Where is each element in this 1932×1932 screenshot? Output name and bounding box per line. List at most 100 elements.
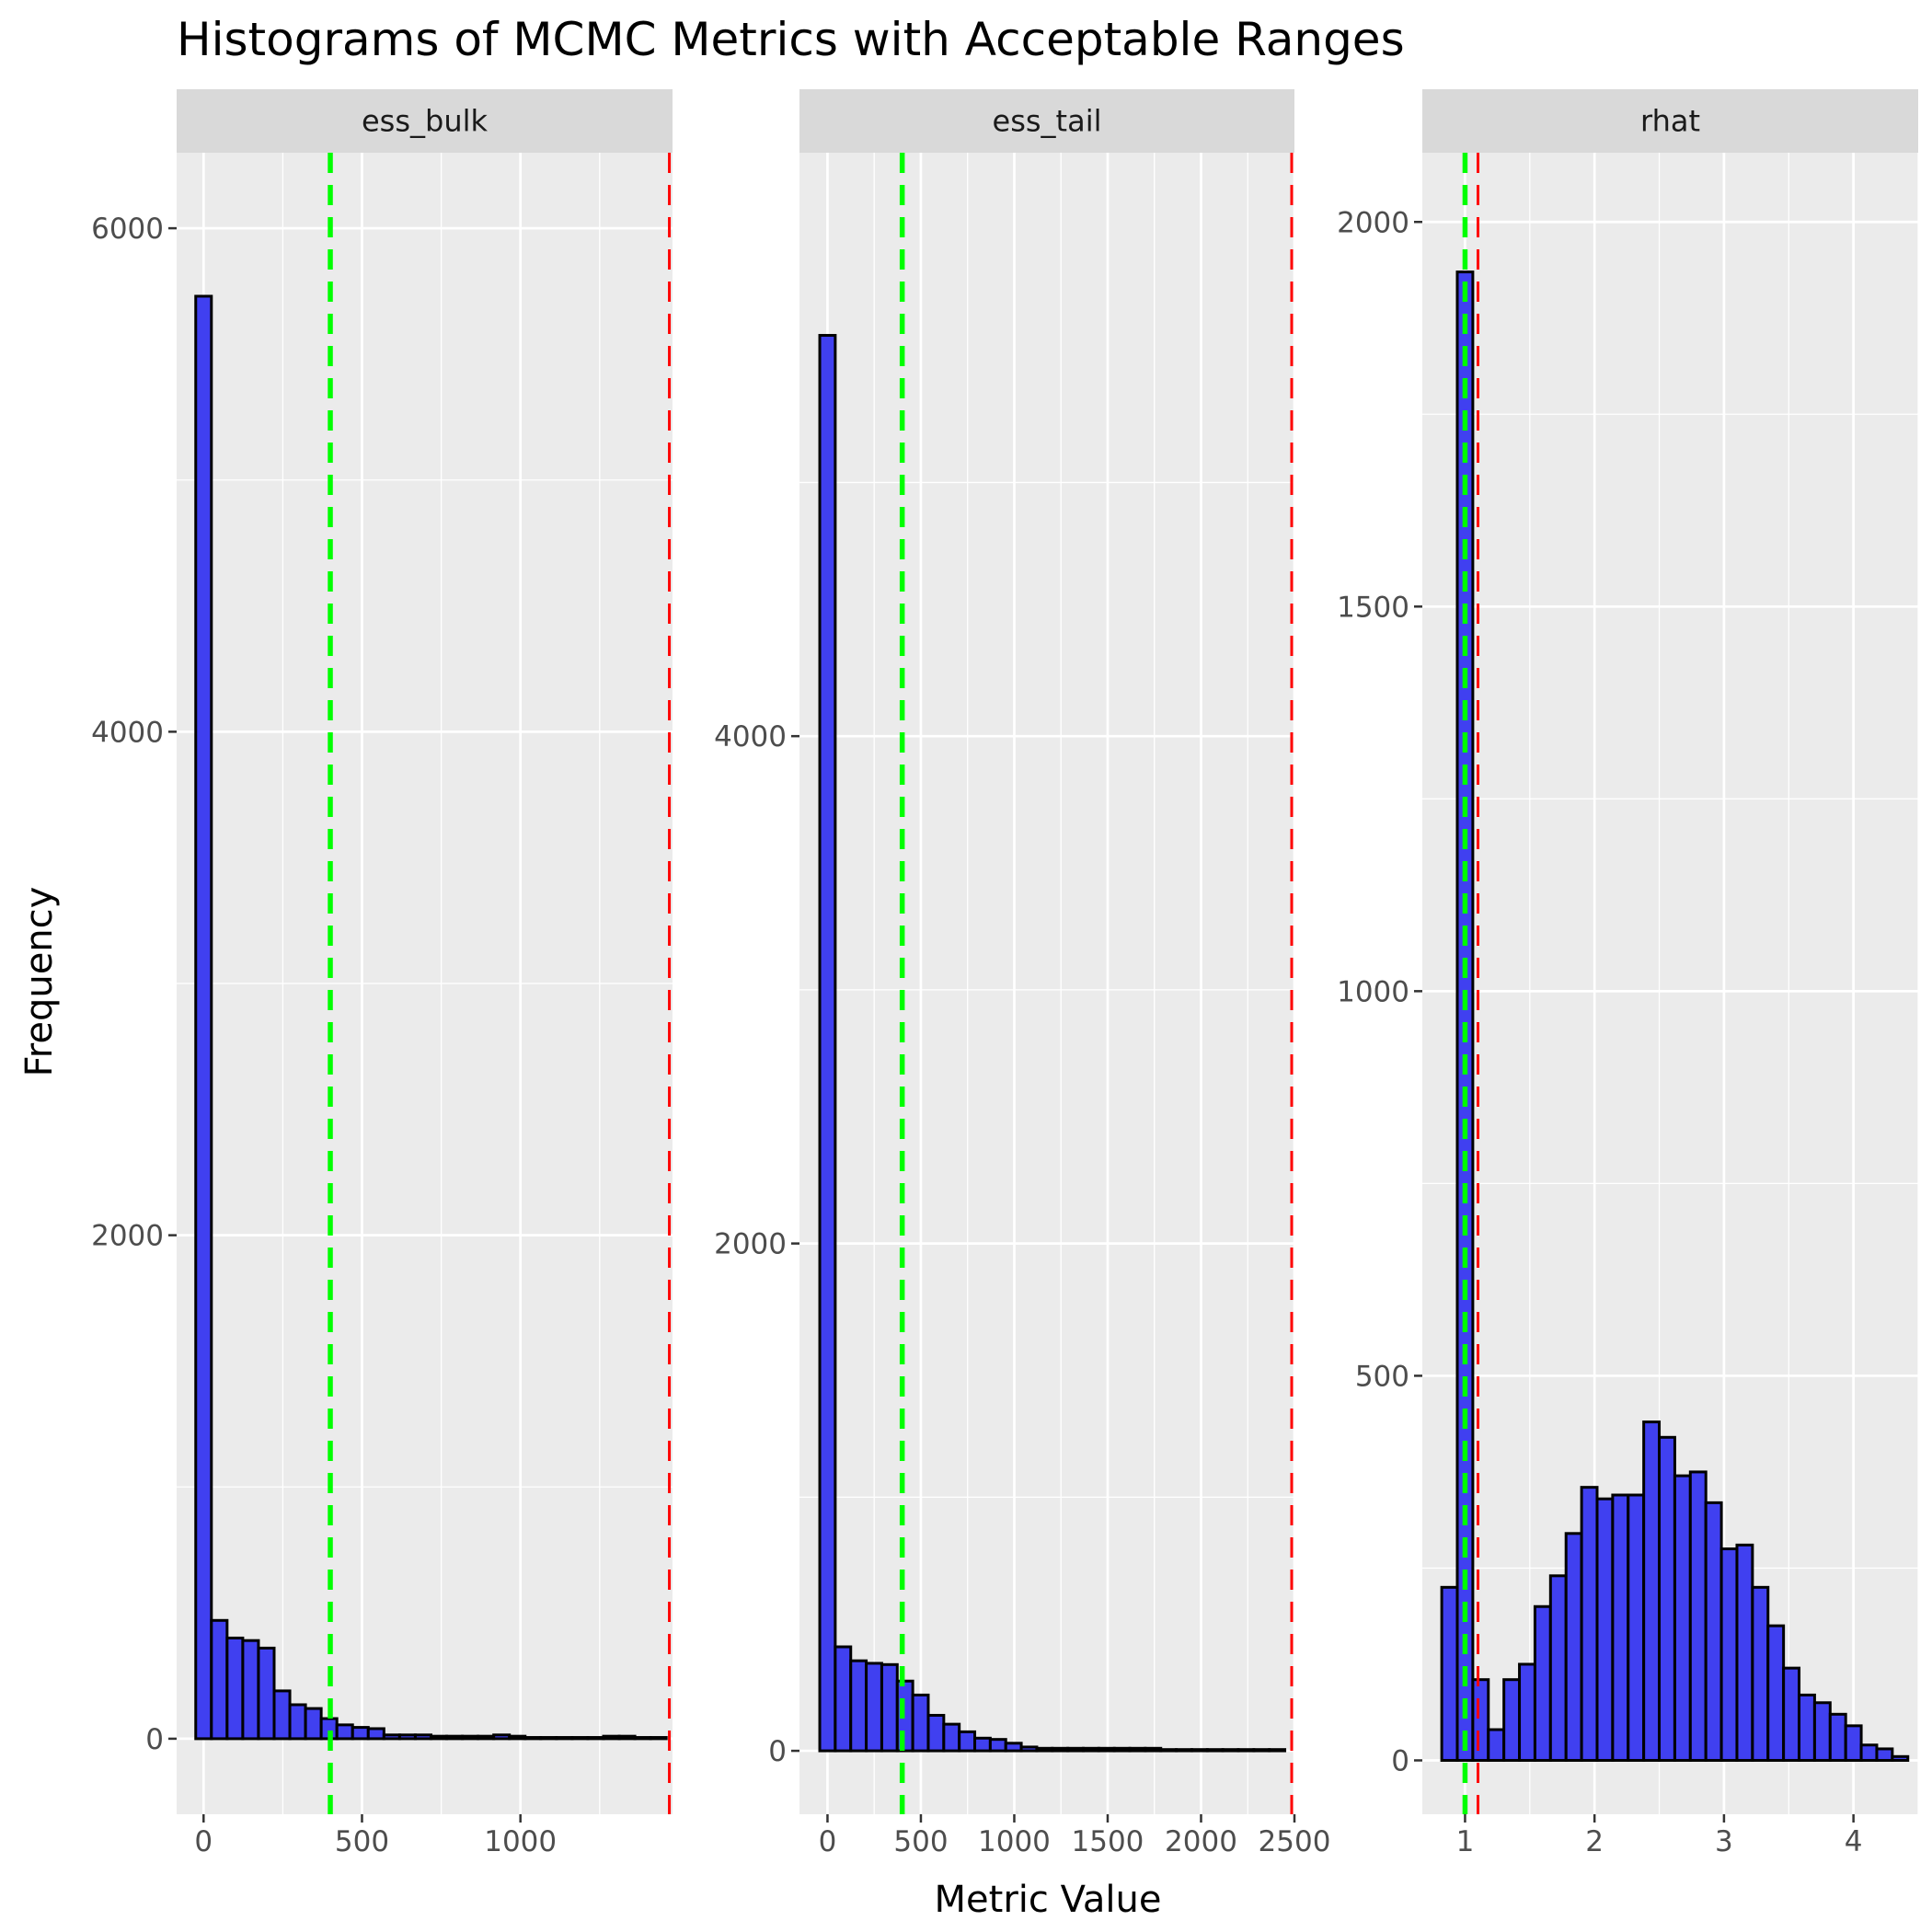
histogram-bar	[1502, 1678, 1522, 1762]
x-tick-label: 500	[893, 1825, 948, 1858]
histogram-bar	[1735, 1543, 1754, 1762]
histogram-bar	[1642, 1420, 1662, 1762]
histogram-bar	[1704, 1501, 1723, 1762]
histogram-bar	[272, 1689, 292, 1741]
panel-plot-area	[799, 153, 1294, 1814]
panels: ess_bulk 0 500 1000 0 2000 4000 6000 ess_tail 0 50…	[91, 89, 1918, 1858]
histogram-bar	[508, 1734, 527, 1741]
panel-ess-bulk: ess_bulk 0 500 1000 0 2000 4000 6000	[91, 89, 673, 1858]
histogram-bar	[1611, 1493, 1630, 1762]
histogram-bar	[1159, 1748, 1179, 1753]
histogram-bar	[1175, 1748, 1193, 1753]
y-tick-label: 1500	[1337, 591, 1409, 624]
histogram-bar	[988, 1738, 1007, 1753]
histogram-bar	[958, 1730, 977, 1753]
histogram-bar	[649, 1736, 668, 1741]
panel-background	[799, 153, 1294, 1814]
histogram-bar	[633, 1736, 652, 1741]
histogram-bar	[1144, 1746, 1163, 1753]
x-tick-label: 0	[819, 1825, 837, 1858]
histogram-bar	[1487, 1728, 1506, 1762]
histogram-bar	[445, 1734, 465, 1741]
strip-background	[177, 89, 673, 153]
panel-plot-area	[1422, 153, 1918, 1814]
histogram-bar	[895, 1679, 914, 1753]
histogram-bar	[523, 1736, 543, 1741]
histogram-bar	[1580, 1486, 1599, 1762]
histogram-bar	[257, 1646, 276, 1741]
x-tick-label: 2	[1585, 1825, 1604, 1858]
x-tick-label: 0	[194, 1825, 213, 1858]
y-tick-label: 2000	[91, 1220, 164, 1253]
histogram-bar	[1859, 1743, 1879, 1762]
y-tick-label: 0	[768, 1735, 787, 1768]
histogram-bar	[477, 1734, 496, 1741]
histogram-bar	[210, 1618, 229, 1741]
histogram-bar	[617, 1734, 637, 1741]
histogram-bar	[1766, 1624, 1786, 1762]
histogram-bar	[1564, 1532, 1583, 1762]
histogram-bar	[849, 1659, 868, 1753]
histogram-bar	[1440, 1585, 1459, 1762]
panel-rhat: rhat 1 2 3 4 0 500 1000 1500 2000	[1337, 89, 1918, 1858]
histogram-bar	[1518, 1662, 1536, 1762]
histogram-bar	[397, 1733, 417, 1741]
y-tick-label: 4000	[714, 720, 787, 753]
histogram-bar	[1595, 1497, 1615, 1762]
histogram-bar	[1844, 1724, 1863, 1762]
histogram-bar	[1533, 1604, 1552, 1762]
x-axis-title: Metric Value	[935, 1879, 1162, 1921]
histogram-bar	[834, 1645, 853, 1753]
y-tick-label: 2000	[1337, 206, 1409, 239]
histogram-bar	[818, 334, 837, 1753]
histogram-bar	[926, 1713, 946, 1753]
strip-label: rhat	[1640, 104, 1700, 139]
histogram-bar	[1004, 1742, 1023, 1753]
histogram-bar	[1658, 1435, 1676, 1762]
y-tick-label: 0	[145, 1723, 164, 1756]
histogram-bar	[1112, 1746, 1132, 1753]
x-tick-label: 2500	[1259, 1825, 1331, 1858]
histogram-bar	[492, 1733, 512, 1741]
strip-label: ess_bulk	[362, 104, 489, 139]
histogram-bar	[1719, 1547, 1739, 1762]
histogram-bar	[1798, 1693, 1816, 1762]
histogram-bar	[555, 1736, 574, 1741]
histogram-bar	[973, 1736, 992, 1753]
histogram-bar	[366, 1727, 385, 1741]
histogram-bar	[1252, 1748, 1271, 1753]
y-tick-label: 500	[1355, 1360, 1409, 1393]
x-tick-label: 1000	[484, 1825, 557, 1858]
histogram-bar	[461, 1734, 480, 1741]
histogram-bar	[1673, 1474, 1692, 1762]
histogram-bar	[288, 1703, 307, 1741]
histogram-bar	[911, 1693, 930, 1753]
histogram-bar	[335, 1723, 354, 1741]
histogram-bar	[1205, 1748, 1225, 1753]
x-tick-label: 500	[335, 1825, 389, 1858]
histogram-bar	[1455, 270, 1475, 1762]
y-tick-label: 6000	[91, 213, 164, 246]
histogram-bar	[1751, 1585, 1770, 1762]
panel-plot-area	[177, 153, 673, 1814]
histogram-bar	[1035, 1746, 1054, 1753]
chart-title: Histograms of MCMC Metrics with Acceptab…	[177, 13, 1405, 66]
histogram-bar	[429, 1734, 449, 1741]
y-tick-label: 2000	[714, 1228, 787, 1261]
histogram-bar	[1782, 1666, 1801, 1762]
histogram-bar	[1066, 1746, 1085, 1753]
histogram-bar	[1236, 1748, 1256, 1753]
x-tick-label: 1000	[978, 1825, 1051, 1858]
histogram-bar	[539, 1736, 558, 1741]
histogram-bar	[1051, 1746, 1070, 1753]
histogram-bar	[602, 1734, 621, 1741]
histogram-bar	[1471, 1678, 1490, 1762]
strip-background	[1422, 89, 1918, 153]
histogram-bar	[1627, 1493, 1646, 1762]
x-tick-label: 1	[1456, 1825, 1475, 1858]
histogram-bar	[241, 1639, 260, 1741]
histogram-bar	[1190, 1748, 1209, 1753]
histogram-bar	[1081, 1746, 1100, 1753]
histogram-bar	[194, 294, 213, 1741]
